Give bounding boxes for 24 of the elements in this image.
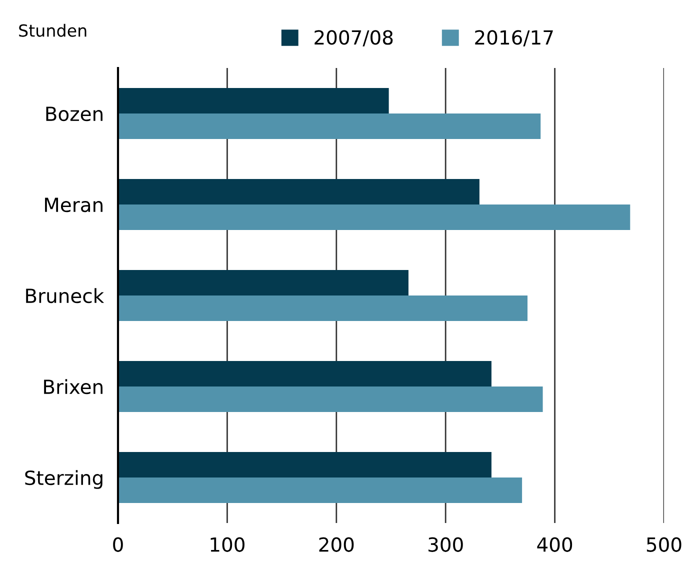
x-tick-label: 200: [319, 537, 354, 552]
bar: [118, 179, 480, 204]
y-tick-label: Bruneck: [26, 288, 104, 304]
y-tick-label: Sterzing: [25, 470, 102, 489]
y-tick-label: Bozen: [46, 106, 102, 122]
y-tick-label: Meran: [45, 198, 102, 212]
bar: [118, 361, 492, 386]
x-tick-label: 300: [428, 537, 463, 552]
x-tick-label: 100: [210, 537, 244, 552]
bar: [118, 88, 389, 114]
y-tick-label: Brixen: [44, 379, 102, 394]
x-tick-label: 400: [537, 537, 572, 552]
legend-label: 2007/08: [314, 30, 393, 46]
bar: [118, 296, 528, 321]
bar: [118, 386, 543, 412]
bar: [118, 452, 492, 478]
legend-label: 2016/17: [475, 30, 553, 46]
y-axis-title: Stunden: [19, 24, 86, 37]
bar: [118, 270, 408, 296]
bar: [118, 204, 630, 230]
x-tick-label: 0: [113, 537, 123, 552]
x-tick-label: 500: [646, 537, 682, 552]
bar: [118, 114, 541, 139]
bar: [118, 478, 522, 503]
